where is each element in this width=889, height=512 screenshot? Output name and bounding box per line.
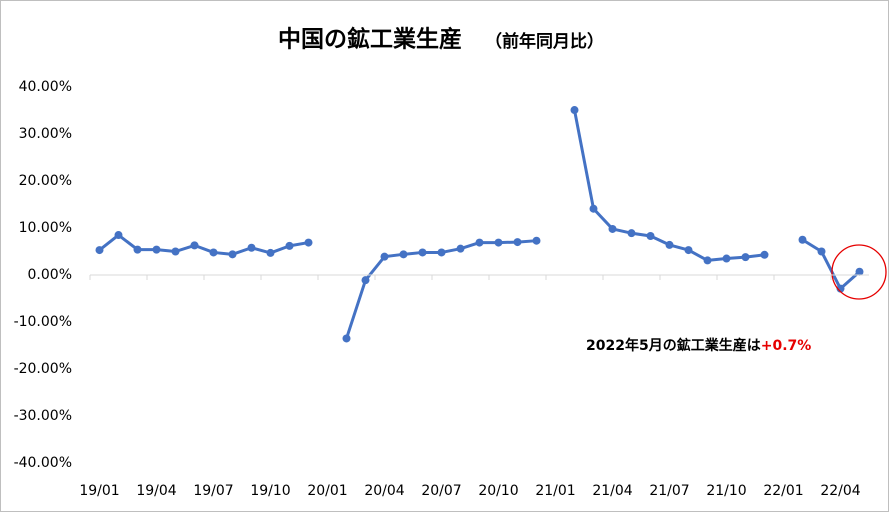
point: [532, 236, 541, 245]
line: [801, 238, 861, 291]
x-tick-label: 20/07: [421, 483, 461, 499]
x-tick-label: 19/04: [136, 483, 176, 499]
point: [247, 243, 256, 252]
point: [380, 252, 389, 261]
point: [152, 245, 161, 254]
point: [418, 248, 427, 257]
x-tick-label: 19/07: [193, 483, 233, 499]
point: [475, 238, 484, 247]
point: [361, 276, 370, 285]
y-tick-label: -30.00%: [14, 408, 72, 424]
point: [855, 267, 864, 276]
point: [836, 284, 845, 293]
x-tick-label: 21/10: [706, 483, 746, 499]
point: [266, 248, 275, 257]
point: [817, 247, 826, 256]
y-tick-label: 10.00%: [19, 220, 72, 236]
point: [798, 235, 807, 244]
x-tick-label: 22/04: [820, 483, 860, 499]
point: [684, 246, 693, 255]
annotation: 2022年5月の鉱工業生産は+0.7%: [586, 337, 811, 354]
point: [95, 246, 104, 255]
point: [589, 204, 598, 213]
highlight-circle: [831, 244, 887, 300]
y-tick-label: 0.00%: [28, 267, 72, 283]
point: [437, 248, 446, 257]
point: [342, 334, 351, 343]
y-tick-label: -10.00%: [14, 314, 72, 330]
point: [608, 224, 617, 233]
x-tick-label: 21/04: [592, 483, 632, 499]
point: [304, 238, 313, 247]
annotation-text: 2022年5月の鉱工業生産は: [586, 337, 761, 354]
y-tick-label: 30.00%: [19, 126, 72, 142]
point: [456, 244, 465, 253]
annotation-highlight: +0.7%: [761, 338, 812, 354]
point: [285, 241, 294, 250]
x-tick-label: 19/01: [79, 483, 119, 499]
x-tick-label: 21/01: [535, 483, 575, 499]
x-tick-label: 19/10: [250, 483, 290, 499]
point: [665, 240, 674, 249]
point: [209, 248, 218, 257]
point: [228, 250, 237, 259]
point: [570, 106, 579, 115]
point: [627, 229, 636, 238]
point: [133, 245, 142, 254]
y-tick-label: -40.00%: [14, 455, 72, 471]
point: [190, 241, 199, 250]
x-tick-label: 21/07: [649, 483, 689, 499]
point: [513, 238, 522, 247]
x-tick-label: 20/04: [364, 483, 404, 499]
x-tick-label: 20/01: [307, 483, 347, 499]
x-tick-label: 20/10: [478, 483, 518, 499]
point: [703, 256, 712, 265]
chart-title: 中国の鉱工業生産: [278, 26, 462, 53]
point: [722, 254, 731, 263]
point: [760, 250, 769, 259]
point: [114, 231, 123, 240]
point: [741, 253, 750, 262]
point: [646, 231, 655, 240]
y-tick-label: -20.00%: [14, 361, 72, 377]
point: [399, 250, 408, 259]
x-tick-label: 22/01: [763, 483, 803, 499]
y-tick-label: 40.00%: [19, 79, 72, 95]
point: [494, 238, 503, 247]
y-tick-label: 20.00%: [19, 173, 72, 189]
chart-subtitle: （前年同月比）: [485, 31, 604, 52]
point: [171, 247, 180, 256]
